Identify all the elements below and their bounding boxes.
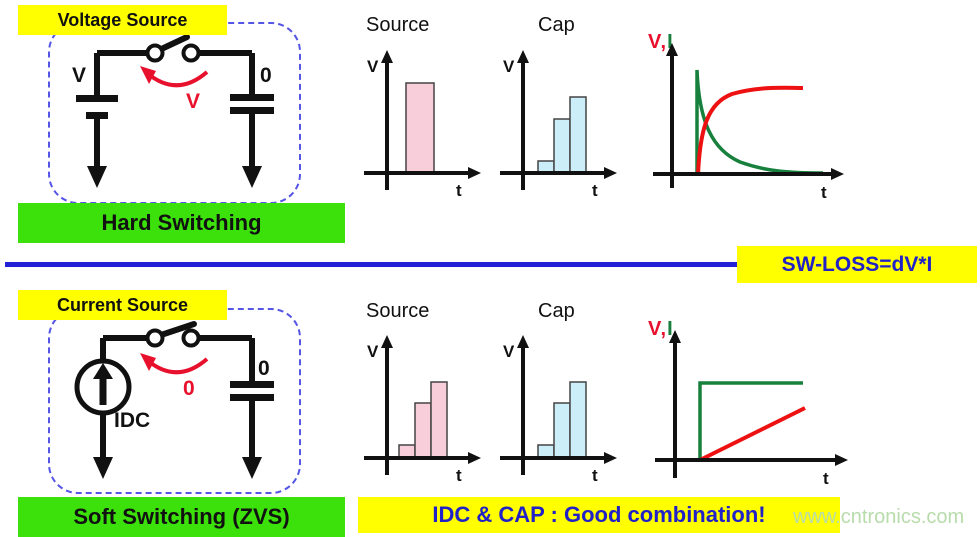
hard-source-bar-chart: V t <box>364 50 481 200</box>
hard-vi-line-chart: t <box>653 43 844 202</box>
y-axis-label: V <box>367 342 379 361</box>
section-divider-line <box>5 262 738 267</box>
x-axis-label: t <box>456 466 462 485</box>
current-curve <box>695 69 824 175</box>
bar <box>553 402 571 459</box>
hard-circuit-dashed-frame <box>48 22 301 204</box>
arc-voltage-label: 0 <box>183 377 195 400</box>
bar-series <box>405 82 435 174</box>
current-curve <box>698 381 803 460</box>
x-axis-arrow-icon <box>835 454 848 466</box>
y-axis-arrow-icon <box>381 335 393 348</box>
hard-caption: Hard Switching <box>18 203 345 243</box>
commutation-arc-icon <box>140 66 209 88</box>
x-axis-label: t <box>821 183 827 202</box>
capacitor-symbol <box>230 94 274 188</box>
sw-loss-formula: SW-LOSS=dV*I <box>737 246 977 283</box>
y-axis-arrow-icon <box>517 50 529 63</box>
soft-circuit-dashed-frame <box>48 308 301 494</box>
cap-voltage-label: 0 <box>258 357 270 380</box>
circuit-wires <box>100 335 255 381</box>
x-axis-label: t <box>823 469 829 488</box>
hard-cap-bar-chart: V t <box>500 50 617 200</box>
x-axis-label: t <box>592 466 598 485</box>
circuit-wires <box>94 50 255 96</box>
soft-vi-chart-label: V,I <box>648 318 674 341</box>
conclusion-note: IDC & CAP : Good combination! <box>358 497 840 533</box>
y-axis-label: V <box>503 57 515 76</box>
soft-circuit-diagram: IDC 0 0 <box>74 321 274 479</box>
i-label: I <box>667 318 674 340</box>
v-label: V <box>648 318 661 340</box>
arc-voltage-label: V <box>186 90 200 113</box>
y-axis-label: V <box>503 342 515 361</box>
y-axis-arrow-icon <box>381 50 393 63</box>
bar-series <box>398 381 448 459</box>
x-axis-arrow-icon <box>468 452 481 464</box>
soft-source-chart-title: Source <box>366 300 430 322</box>
hard-tag: Voltage Source <box>18 5 227 35</box>
soft-cap-bar-chart: V t <box>500 335 617 485</box>
soft-source-bar-chart: V t <box>364 335 481 485</box>
y-axis-arrow-icon <box>666 43 678 56</box>
x-axis-label: t <box>456 181 462 200</box>
hard-circuit-diagram: V 0 V <box>72 34 274 188</box>
y-axis-label: V <box>367 57 379 76</box>
comma: , <box>660 31 668 53</box>
bar-series <box>537 381 587 459</box>
v-label: V <box>648 31 661 53</box>
y-axis-arrow-icon <box>517 335 529 348</box>
down-arrow-icon <box>93 457 113 479</box>
comma: , <box>660 318 668 340</box>
switch-icon <box>145 34 201 63</box>
voltage-curve <box>696 85 804 176</box>
i-label: I <box>667 31 674 53</box>
capacitor-symbol <box>230 381 274 479</box>
down-arrow-icon <box>87 166 107 188</box>
hard-cap-chart-title: Cap <box>538 14 575 36</box>
up-arrow-icon <box>93 363 113 379</box>
cap-voltage-label: 0 <box>260 64 272 87</box>
commutation-arc-icon <box>140 353 209 375</box>
bar <box>405 82 435 174</box>
bar <box>430 381 448 459</box>
voltage-curve <box>699 406 806 462</box>
bar <box>569 381 587 459</box>
x-axis-arrow-icon <box>604 167 617 179</box>
y-axis-arrow-icon <box>669 330 681 343</box>
soft-cap-chart-title: Cap <box>538 300 575 322</box>
bar <box>414 402 432 459</box>
hard-source-chart-title: Source <box>366 14 430 36</box>
soft-caption: Soft Switching (ZVS) <box>18 497 345 537</box>
x-axis-arrow-icon <box>831 168 844 180</box>
x-axis-label: t <box>592 181 598 200</box>
bar-series <box>537 96 587 174</box>
soft-vi-line-chart: t <box>655 330 848 488</box>
bar <box>553 118 571 174</box>
x-axis-arrow-icon <box>468 167 481 179</box>
hard-vi-chart-label: V,I <box>648 31 674 54</box>
x-axis-arrow-icon <box>604 452 617 464</box>
down-arrow-icon <box>242 457 262 479</box>
battery-symbol <box>76 95 118 188</box>
current-source-symbol <box>74 358 132 479</box>
down-arrow-icon <box>242 166 262 188</box>
watermark-text: www.cntronics.com <box>793 506 965 528</box>
switch-icon <box>145 321 201 348</box>
soft-tag: Current Source <box>18 290 227 320</box>
bar <box>569 96 587 174</box>
battery-voltage-label: V <box>72 64 86 87</box>
current-source-name-label: IDC <box>114 409 150 432</box>
